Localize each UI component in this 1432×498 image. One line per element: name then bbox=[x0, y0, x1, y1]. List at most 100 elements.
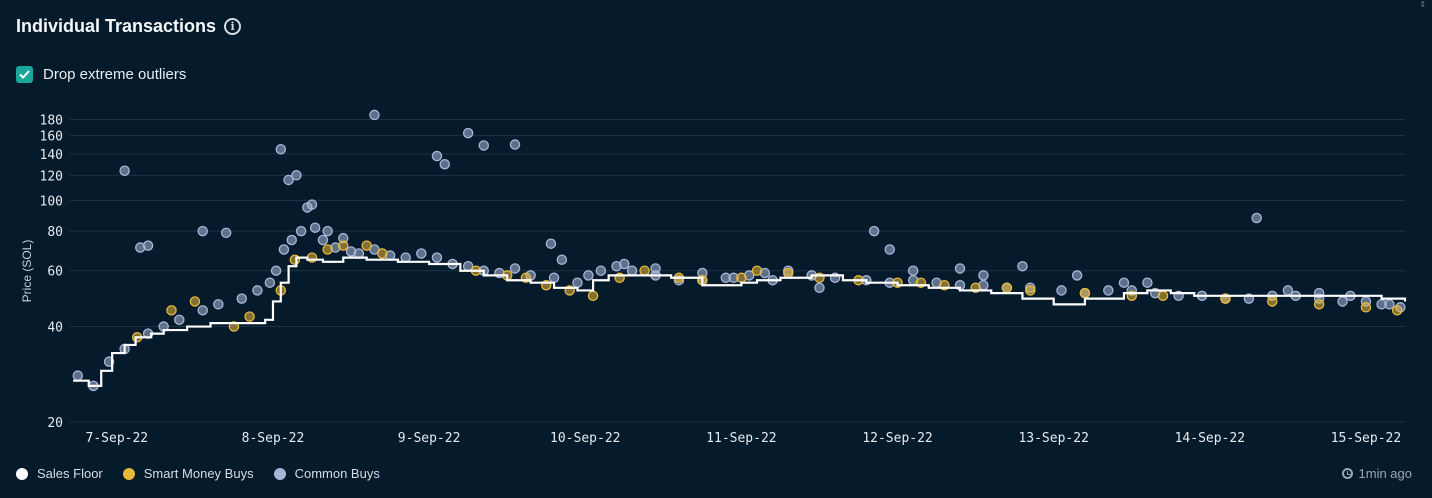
common-buy-point[interactable] bbox=[1056, 285, 1067, 296]
smart-money-point[interactable] bbox=[228, 321, 240, 332]
outlier-point[interactable] bbox=[462, 127, 474, 139]
outlier-point[interactable] bbox=[439, 159, 450, 170]
smart-money-point[interactable] bbox=[736, 272, 747, 284]
outlier-point[interactable] bbox=[884, 244, 895, 255]
outlier-point[interactable] bbox=[814, 282, 825, 294]
resize-handle-icon[interactable]: ⇕ bbox=[1419, 0, 1426, 9]
outlier-point[interactable] bbox=[478, 140, 490, 151]
outlier-point[interactable] bbox=[306, 199, 318, 210]
common-buy-point[interactable] bbox=[317, 234, 329, 246]
common-buy-point[interactable] bbox=[572, 277, 583, 288]
common-buy-point[interactable] bbox=[626, 265, 638, 276]
smart-money-point[interactable] bbox=[1360, 302, 1372, 313]
y-tick-label: 60 bbox=[47, 265, 63, 280]
drop-outliers-label: Drop extreme outliers bbox=[43, 66, 187, 83]
outlier-point[interactable] bbox=[978, 270, 989, 281]
legend-common-buys-label: Common Buys bbox=[294, 466, 380, 481]
outlier-point[interactable] bbox=[197, 225, 208, 237]
smart-money-point[interactable] bbox=[1157, 290, 1169, 302]
smart-money-point[interactable] bbox=[751, 265, 763, 276]
outlier-point[interactable] bbox=[283, 174, 294, 186]
smart-money-point[interactable] bbox=[587, 290, 599, 302]
common-buy-point[interactable] bbox=[416, 248, 427, 259]
smart-money-point[interactable] bbox=[1313, 299, 1325, 310]
check-icon[interactable] bbox=[16, 66, 33, 83]
x-tick-label: 7-Sep-22 bbox=[86, 431, 149, 446]
smart-money-point[interactable] bbox=[289, 254, 301, 265]
smart-money-point[interactable] bbox=[322, 244, 333, 255]
smart-money-point[interactable] bbox=[782, 267, 794, 279]
grid-lines bbox=[70, 118, 1405, 423]
legend-sales-floor[interactable]: Sales Floor bbox=[16, 466, 103, 481]
smart-money-point[interactable] bbox=[361, 240, 372, 251]
smart-money-point[interactable] bbox=[1391, 305, 1403, 316]
common-buy-point[interactable] bbox=[431, 252, 443, 263]
outlier-point[interactable] bbox=[220, 227, 232, 239]
common-buy-point[interactable] bbox=[309, 222, 321, 233]
common-buy-point[interactable] bbox=[236, 293, 248, 304]
y-tick-label: 180 bbox=[40, 113, 63, 128]
x-tick-label: 9-Sep-22 bbox=[398, 431, 461, 446]
common-buy-point[interactable] bbox=[1103, 285, 1114, 296]
legend-smart-money[interactable]: Smart Money Buys bbox=[122, 466, 254, 481]
info-icon[interactable]: i bbox=[224, 18, 242, 35]
common-buy-point[interactable] bbox=[270, 265, 282, 276]
smart-money-point[interactable] bbox=[166, 305, 177, 316]
outlier-point[interactable] bbox=[868, 225, 880, 237]
outlier-point[interactable] bbox=[1282, 285, 1294, 296]
smart-money-point[interactable] bbox=[377, 248, 388, 259]
common-buy-point[interactable] bbox=[595, 265, 607, 276]
outlier-point[interactable] bbox=[1142, 277, 1153, 288]
outlier-point[interactable] bbox=[142, 240, 154, 251]
x-tick-label: 15-Sep-22 bbox=[1331, 431, 1401, 446]
common-buy-point[interactable] bbox=[174, 314, 185, 326]
smart-money-point[interactable] bbox=[1001, 282, 1013, 294]
outlier-point[interactable] bbox=[619, 258, 630, 270]
common-buy-point[interactable] bbox=[286, 234, 297, 246]
outlier-point[interactable] bbox=[954, 263, 966, 274]
outlier-point[interactable] bbox=[1376, 299, 1387, 310]
common-buy-point[interactable] bbox=[509, 263, 521, 274]
outlier-point[interactable] bbox=[1071, 270, 1083, 281]
common-buy-point[interactable] bbox=[264, 277, 276, 288]
y-tick-label: 80 bbox=[47, 225, 63, 240]
x-tick-label: 11-Sep-22 bbox=[706, 431, 776, 446]
x-axis-ticks: 7-Sep-22 8-Sep-22 9-Sep-22 10-Sep-22 11-Sep-… bbox=[86, 431, 1402, 446]
smart-money-point[interactable] bbox=[1025, 285, 1036, 296]
common-buys-dot bbox=[273, 467, 286, 480]
smart-money-point[interactable] bbox=[337, 240, 349, 251]
outlier-point[interactable] bbox=[650, 263, 661, 274]
x-tick-label: 10-Sep-22 bbox=[550, 431, 620, 446]
outlier-point[interactable] bbox=[369, 109, 380, 121]
outlier-point[interactable] bbox=[1118, 277, 1130, 288]
outlier-point[interactable] bbox=[322, 225, 333, 237]
outlier-point[interactable] bbox=[545, 238, 557, 249]
outlier-point[interactable] bbox=[119, 165, 130, 177]
common-buy-point[interactable] bbox=[295, 225, 307, 237]
smart-money-point[interactable] bbox=[1079, 287, 1091, 299]
outlier-point[interactable] bbox=[509, 139, 521, 150]
common-buy-point[interactable] bbox=[252, 285, 263, 296]
common-buy-point[interactable] bbox=[548, 272, 560, 284]
smart-money-point[interactable] bbox=[639, 265, 650, 276]
common-buy-point[interactable] bbox=[197, 305, 208, 316]
outlier-point[interactable] bbox=[431, 150, 443, 162]
outlier-point[interactable] bbox=[291, 170, 302, 181]
outlier-point[interactable] bbox=[1251, 212, 1262, 224]
outlier-point[interactable] bbox=[1017, 260, 1028, 272]
outlier-point[interactable] bbox=[275, 143, 287, 155]
common-buy-point[interactable] bbox=[213, 299, 224, 310]
smart-money-point[interactable] bbox=[189, 296, 201, 307]
legend-common-buys[interactable]: Common Buys bbox=[273, 466, 380, 481]
common-buy-point[interactable] bbox=[583, 270, 594, 281]
outlier-point[interactable] bbox=[556, 254, 568, 265]
smart-money-point[interactable] bbox=[306, 252, 318, 263]
smart-money-point[interactable] bbox=[244, 311, 255, 322]
common-buy-point[interactable] bbox=[278, 244, 290, 255]
drop-outliers-toggle[interactable]: Drop extreme outliers bbox=[16, 66, 186, 83]
common-buy-point[interactable] bbox=[72, 370, 84, 381]
smart-money-point[interactable] bbox=[1267, 296, 1278, 307]
outlier-point[interactable] bbox=[907, 265, 919, 276]
y-tick-label: 120 bbox=[40, 169, 63, 184]
y-tick-label: 140 bbox=[40, 148, 63, 163]
